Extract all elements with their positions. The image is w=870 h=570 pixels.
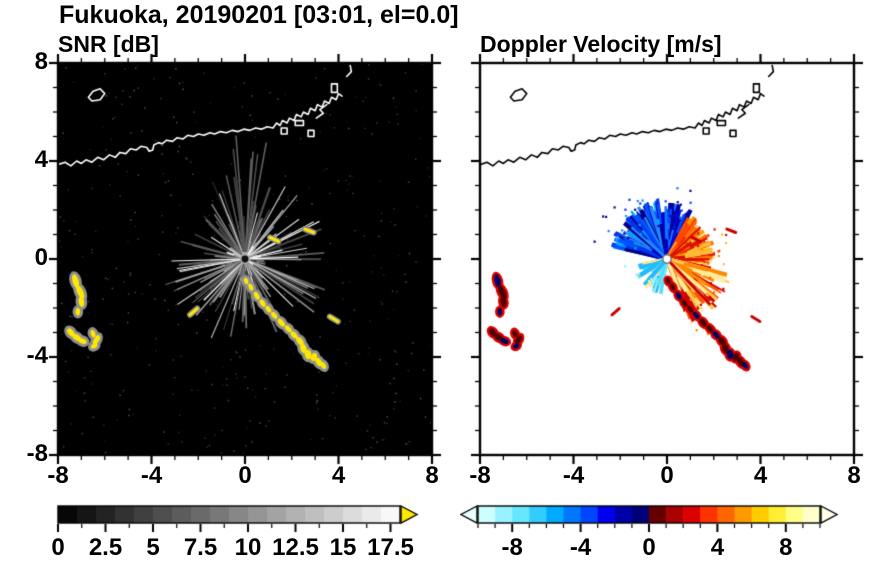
x-tick-label: -4 — [562, 462, 585, 489]
x-tick-label: 0 — [238, 462, 252, 489]
figure-title: Fukuoka, 20190201 [03:01, el=0.0] — [59, 1, 459, 29]
y-tick-label: -4 — [26, 342, 48, 369]
x-tick-label: 8 — [425, 462, 439, 489]
doppler-colorbar-label: 0 — [642, 534, 656, 561]
doppler-ppi-plot — [462, 45, 870, 473]
snr-colorbar-label: 12.5 — [272, 534, 319, 561]
x-tick-label: 4 — [331, 462, 346, 489]
snr-colorbar-label: 15 — [329, 534, 357, 561]
y-tick-label: 4 — [34, 146, 48, 173]
snr-colorbar — [56, 503, 428, 535]
y-tick-label: -8 — [26, 440, 48, 467]
doppler-colorbar — [460, 503, 842, 535]
doppler-colorbar-label: 4 — [710, 534, 725, 561]
snr-colorbar-label: 10 — [234, 534, 262, 561]
snr-colorbar-label: 7.5 — [183, 534, 218, 561]
y-tick-label: 8 — [34, 48, 48, 75]
x-tick-label: -8 — [47, 462, 69, 489]
x-tick-label: 0 — [660, 462, 674, 489]
y-tick-label: 0 — [34, 244, 48, 271]
snr-colorbar-label: 17.5 — [367, 534, 414, 561]
x-tick-label: 4 — [753, 462, 768, 489]
x-tick-label: -8 — [469, 462, 491, 489]
snr-colorbar-label: 5 — [146, 534, 160, 561]
x-tick-label: -4 — [140, 462, 163, 489]
doppler-colorbar-label: -4 — [569, 534, 592, 561]
snr-ppi-plot — [40, 45, 450, 473]
doppler-colorbar-label: 8 — [779, 534, 793, 561]
snr-colorbar-label: 0 — [51, 534, 65, 561]
x-tick-label: 8 — [847, 462, 861, 489]
snr-colorbar-label: 2.5 — [88, 534, 123, 561]
doppler-colorbar-label: -8 — [501, 534, 523, 561]
